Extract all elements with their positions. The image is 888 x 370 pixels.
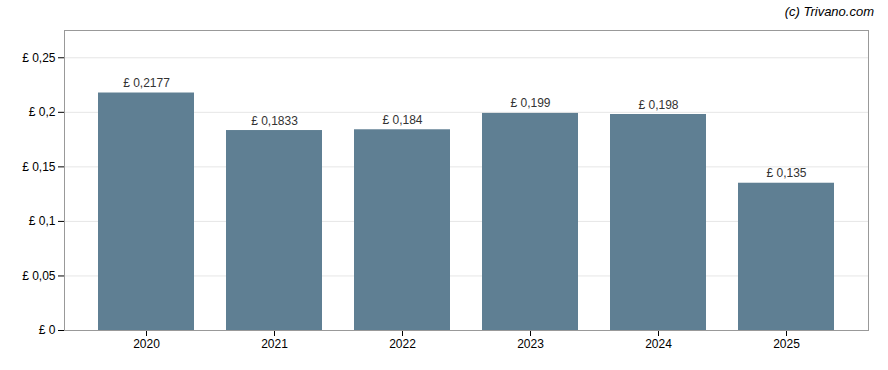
svg-text:£ 0,198: £ 0,198 — [638, 98, 678, 112]
svg-text:£ 0,135: £ 0,135 — [766, 166, 806, 180]
svg-text:£ 0,15: £ 0,15 — [22, 160, 56, 174]
svg-text:2022: 2022 — [389, 337, 416, 351]
svg-text:2025: 2025 — [773, 337, 800, 351]
svg-text:£ 0,05: £ 0,05 — [22, 269, 56, 283]
svg-text:£ 0: £ 0 — [39, 323, 56, 337]
svg-text:£ 0,199: £ 0,199 — [510, 96, 550, 110]
svg-text:£ 0,184: £ 0,184 — [382, 113, 422, 127]
svg-text:2021: 2021 — [261, 337, 288, 351]
svg-text:2024: 2024 — [645, 337, 672, 351]
svg-text:£ 0,1: £ 0,1 — [29, 214, 56, 228]
svg-text:2023: 2023 — [517, 337, 544, 351]
svg-text:£ 0,1833: £ 0,1833 — [251, 114, 298, 128]
svg-text:£ 0,25: £ 0,25 — [22, 51, 56, 65]
html-text:(c) Trivano.com: (c) Trivano.com — [784, 4, 874, 19]
svg-text:£ 0,2: £ 0,2 — [29, 105, 56, 119]
svg-text:2020: 2020 — [133, 337, 160, 351]
svg-text:£ 0,2177: £ 0,2177 — [123, 76, 170, 90]
